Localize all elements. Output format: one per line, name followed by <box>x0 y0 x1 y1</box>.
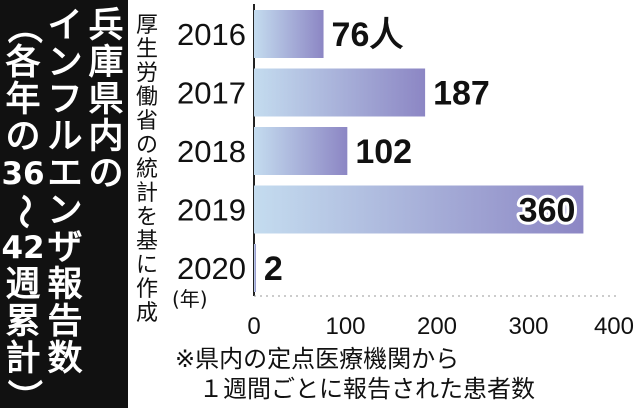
title-char: 兵 <box>88 6 124 46</box>
category-label: 2017 <box>177 76 246 111</box>
title-char: 累 <box>5 302 41 342</box>
x-tick-label: 300 <box>508 313 548 340</box>
category-unit-label: (年) <box>172 287 208 311</box>
source-credit: 厚生労働省の統計を基に作成 <box>134 14 160 326</box>
source-char: 計 <box>135 181 158 206</box>
title-char: 県 <box>88 80 124 120</box>
title-char: の <box>88 154 124 194</box>
title-char: 内 <box>88 117 124 157</box>
x-tick-label: 100 <box>325 313 365 340</box>
source-char: 労 <box>135 61 158 86</box>
category-label: 2020 <box>177 251 246 286</box>
title-char: 庫 <box>88 43 124 83</box>
title-char: 計 <box>5 339 41 379</box>
footnote-line-2: １週間ごとに報告された患者数 <box>175 375 535 403</box>
bar-2018 <box>254 127 348 175</box>
title-char: 告 <box>47 302 83 342</box>
footnote-line-1: ※県内の定点医療機関から <box>175 345 460 373</box>
source-char: 成 <box>135 301 158 326</box>
source-char: 基 <box>135 229 158 254</box>
value-label: 102 <box>355 133 412 171</box>
bar-2019 <box>254 185 584 234</box>
source-char: に <box>135 253 158 278</box>
title-char: 年 <box>5 80 41 120</box>
bar-2020 <box>254 244 256 292</box>
title-char: フ <box>47 80 83 120</box>
value-label: 187 <box>433 75 490 113</box>
source-char: 統 <box>135 157 158 182</box>
category-label: 2016 <box>177 17 246 52</box>
category-label: 2019 <box>177 193 246 228</box>
source-char: 生 <box>135 37 158 62</box>
title-char: 42 <box>1 230 45 266</box>
title-char: 36 <box>1 156 45 192</box>
source-char: の <box>135 133 158 158</box>
category-label: 2018 <box>177 134 246 169</box>
bar-2016 <box>254 10 324 58</box>
x-tick-label: 400 <box>594 313 634 340</box>
x-tick-label: 200 <box>417 313 457 340</box>
title-column-3: （各年の 36 〜 42 週累計） <box>1 8 45 415</box>
title-char: ザ <box>47 228 83 268</box>
title-char: ル <box>47 117 83 157</box>
value-label: 360 <box>519 192 576 230</box>
title-column-1: 兵庫県内の <box>86 8 126 193</box>
title-char: の <box>5 117 41 157</box>
x-tick-label: 0 <box>247 313 260 340</box>
title-char: ン <box>47 191 83 231</box>
source-char: 省 <box>135 109 158 134</box>
title-char: ン <box>47 43 83 83</box>
source-char: 厚 <box>135 13 158 38</box>
title-char: 週 <box>5 265 41 305</box>
title-char: 各 <box>5 43 41 83</box>
title-char: イ <box>47 6 83 46</box>
bar-2017 <box>254 68 426 117</box>
source-char: 働 <box>135 85 158 110</box>
source-char: を <box>135 205 158 230</box>
title-panel: 兵庫県内の インフルエンザ報告数 （各年の 36 〜 42 週累計） <box>0 0 128 414</box>
value-label: 2 <box>264 250 283 288</box>
title-column-2: インフルエンザ報告数 <box>45 8 85 378</box>
footnote: ※県内の定点医療機関から １週間ごとに報告された患者数 <box>175 344 640 404</box>
title-char: エ <box>47 154 83 194</box>
source-char: 作 <box>135 277 158 302</box>
title-char: 数 <box>47 339 83 379</box>
title-char: 報 <box>47 265 83 305</box>
value-label: 76人 <box>332 16 404 54</box>
